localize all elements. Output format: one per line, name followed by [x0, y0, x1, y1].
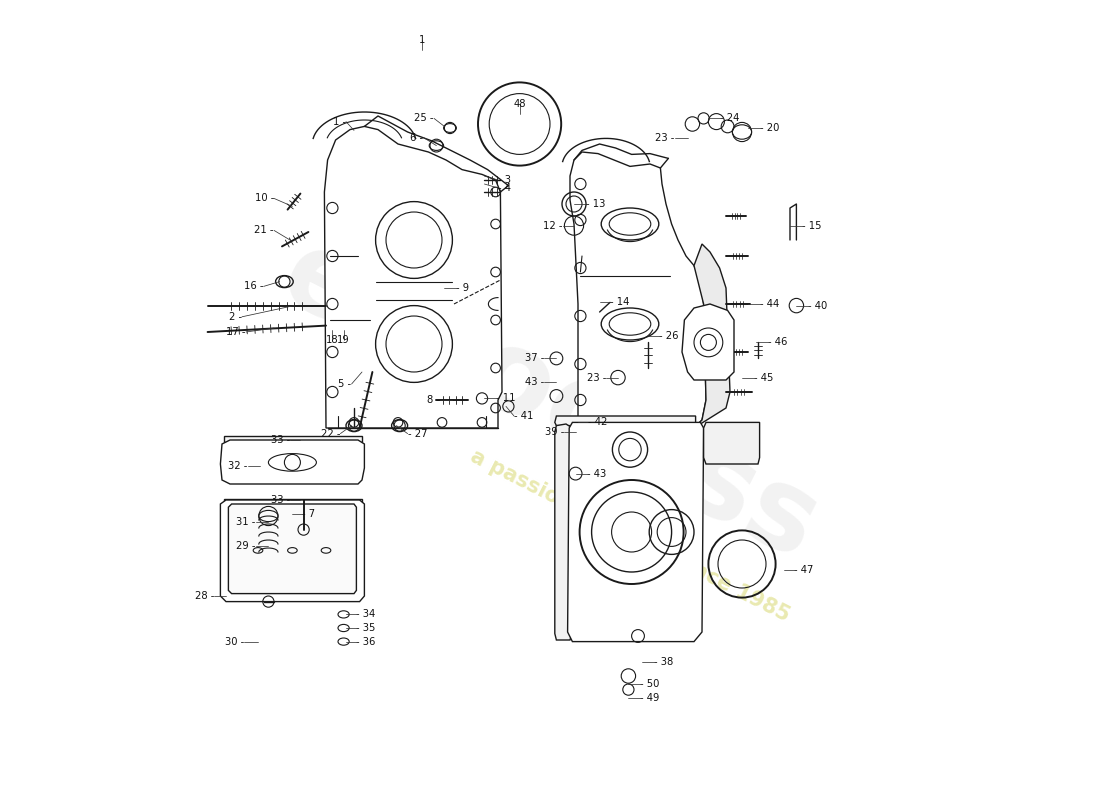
Text: eurodess: eurodess: [263, 218, 837, 582]
Text: 6 -: 6 -: [410, 133, 424, 142]
Text: - 45: - 45: [754, 373, 773, 382]
Text: - 3: - 3: [498, 175, 512, 185]
Text: 28 -: 28 -: [195, 591, 214, 601]
Text: 25 -: 25 -: [415, 114, 434, 123]
Text: - 4: - 4: [498, 183, 512, 193]
Text: 39 -: 39 -: [544, 427, 564, 437]
Text: - 40: - 40: [807, 301, 827, 310]
Text: - 9: - 9: [455, 283, 469, 293]
Polygon shape: [554, 416, 695, 426]
Text: 1: 1: [419, 35, 426, 45]
Polygon shape: [682, 304, 734, 380]
Text: - 50: - 50: [639, 679, 659, 689]
Text: - 41: - 41: [514, 411, 534, 421]
Polygon shape: [220, 440, 364, 484]
Text: 33 -: 33 -: [271, 435, 290, 445]
Polygon shape: [324, 126, 502, 428]
Text: - 7: - 7: [302, 509, 315, 518]
Text: - 20: - 20: [760, 123, 779, 133]
Text: - 26: - 26: [659, 331, 679, 341]
Text: 2 -: 2 -: [229, 312, 242, 322]
Text: 10 -: 10 -: [254, 194, 274, 203]
Text: 23 -: 23 -: [586, 373, 606, 382]
Text: - 27: - 27: [408, 429, 427, 438]
Text: - 13: - 13: [586, 199, 605, 209]
Text: 17 -: 17 -: [227, 327, 246, 337]
Text: 8 -: 8 -: [427, 395, 440, 405]
Polygon shape: [220, 500, 364, 602]
Polygon shape: [229, 504, 356, 594]
Text: - 15: - 15: [802, 221, 822, 230]
Text: - 11: - 11: [496, 393, 515, 402]
Text: 16 -: 16 -: [244, 282, 264, 291]
Polygon shape: [554, 424, 572, 640]
Text: 31 -: 31 -: [236, 517, 255, 526]
Polygon shape: [223, 499, 362, 506]
Text: - 35: - 35: [356, 623, 376, 633]
Text: - 14: - 14: [610, 298, 629, 307]
Text: - 46: - 46: [768, 338, 786, 347]
Polygon shape: [588, 428, 670, 474]
Text: - 34: - 34: [356, 610, 375, 619]
Text: - 43: - 43: [586, 469, 606, 478]
Text: - 38: - 38: [654, 658, 673, 667]
Text: 37 -: 37 -: [525, 354, 544, 363]
Polygon shape: [223, 436, 362, 442]
Text: 12 -: 12 -: [543, 221, 563, 230]
Polygon shape: [704, 422, 760, 464]
Text: - 49: - 49: [639, 693, 659, 702]
Text: a passion for parts since 1985: a passion for parts since 1985: [468, 446, 793, 626]
Text: 21 -: 21 -: [254, 226, 274, 235]
Text: - 47: - 47: [794, 565, 813, 574]
Polygon shape: [570, 152, 706, 428]
Text: 29 -: 29 -: [236, 541, 255, 550]
Polygon shape: [694, 244, 730, 428]
Text: 1 -: 1 -: [333, 117, 346, 126]
Text: 43 -: 43 -: [525, 378, 544, 387]
Text: - 36: - 36: [356, 637, 376, 646]
Text: 19: 19: [338, 335, 350, 345]
Text: 5 -: 5 -: [339, 379, 352, 389]
Text: 48: 48: [514, 99, 526, 109]
Text: - 24: - 24: [719, 114, 739, 123]
Text: 22 -: 22 -: [321, 429, 340, 438]
Text: 18: 18: [326, 335, 339, 345]
Text: 33 -: 33 -: [271, 495, 290, 505]
Text: - 44: - 44: [760, 299, 779, 309]
Text: 30 -: 30 -: [226, 637, 244, 646]
Polygon shape: [568, 422, 704, 642]
Text: - 42: - 42: [588, 418, 608, 427]
Text: 32 -: 32 -: [228, 461, 248, 470]
Text: 23 -: 23 -: [656, 133, 674, 142]
